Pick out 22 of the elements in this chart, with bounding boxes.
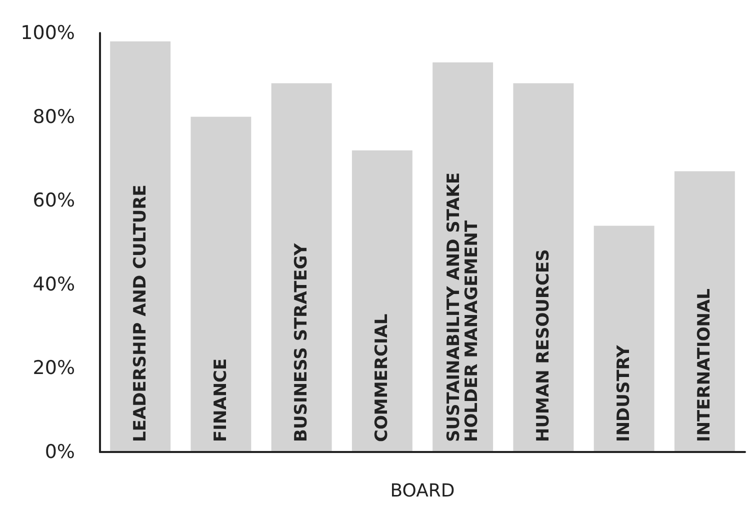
- y-tick-label: 80%: [32, 106, 75, 128]
- bar: [190, 116, 252, 452]
- x-tick-label: SUSTAINABILITY AND STAKE HOLDER MANAGEMENT: [444, 166, 482, 442]
- bar: [110, 41, 171, 452]
- x-tick-label: HUMAN RESOURCES: [533, 249, 554, 442]
- y-tick-label: 60%: [32, 190, 75, 212]
- x-tick-label: BUSINESS STRATEGY: [292, 242, 312, 442]
- bar: [674, 171, 735, 452]
- x-tick-label: INDUSTRY: [614, 344, 634, 442]
- y-tick-label: 100%: [20, 22, 75, 44]
- x-tick-label: FINANCE: [210, 358, 231, 442]
- bar: [513, 83, 574, 452]
- x-axis-title: BOARD: [390, 480, 455, 502]
- x-tick-label: INTERNATIONAL: [694, 288, 715, 442]
- y-tick-label: 40%: [32, 273, 75, 296]
- bar: [271, 83, 332, 452]
- bar: [594, 226, 654, 452]
- x-tick-label: LEADERSHIP AND CULTURE: [130, 184, 150, 442]
- bar: [352, 150, 412, 452]
- y-tick-label: 20%: [32, 357, 75, 380]
- x-tick-label: COMMERCIAL: [372, 314, 392, 442]
- y-tick-label: 0%: [44, 441, 75, 463]
